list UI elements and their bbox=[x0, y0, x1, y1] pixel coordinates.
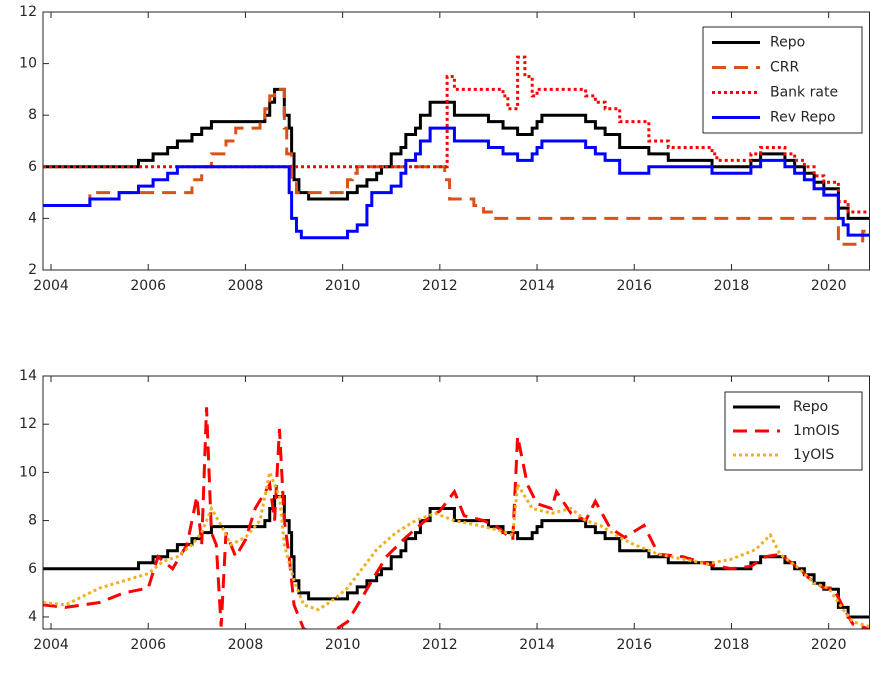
x-tick-label: 2004 bbox=[33, 278, 69, 294]
axes: 2 4 6 8 10 12 2004 2006 2008 2010 2012 2014 2016 2018… bbox=[19, 4, 870, 294]
y-tick-label: 12 bbox=[19, 416, 37, 432]
x-tick-label: 2016 bbox=[616, 637, 652, 653]
y-tick-label: 4 bbox=[28, 210, 37, 226]
y-tick-label: 10 bbox=[19, 56, 37, 72]
x-tick-label: 2012 bbox=[422, 637, 458, 653]
axes: 4 6 8 10 12 14 2004 2006 2008 2010 2012 2014 2016 201… bbox=[19, 368, 870, 653]
y-tick-label: 10 bbox=[19, 464, 37, 480]
series-line bbox=[43, 126, 870, 240]
series-line bbox=[43, 467, 870, 629]
x-tick-label: 2006 bbox=[130, 637, 166, 653]
x-tick-label: 2010 bbox=[325, 637, 361, 653]
legend-label: Repo bbox=[770, 35, 805, 51]
x-tick-label: 2006 bbox=[130, 278, 166, 294]
x-tick-label: 2008 bbox=[228, 278, 264, 294]
legend-box bbox=[702, 26, 863, 134]
x-tick-label: 2016 bbox=[616, 278, 652, 294]
x-tick-label: 2018 bbox=[714, 278, 750, 294]
x-tick-label: 2020 bbox=[811, 637, 847, 653]
plot-lines bbox=[43, 55, 870, 246]
x-tick-label: 2008 bbox=[228, 637, 264, 653]
legend-label: 1mOIS bbox=[793, 423, 840, 439]
series-line bbox=[43, 407, 870, 629]
y-tick-label: 8 bbox=[28, 107, 37, 123]
x-tick-label: 2012 bbox=[422, 278, 458, 294]
legend-box bbox=[724, 391, 863, 471]
y-tick-label: 2 bbox=[28, 262, 37, 278]
y-tick-label: 6 bbox=[28, 159, 37, 175]
y-tick-label: 8 bbox=[28, 513, 37, 529]
series-line bbox=[43, 494, 870, 619]
x-tick-label: 2018 bbox=[714, 637, 750, 653]
y-tick-label: 6 bbox=[28, 561, 37, 577]
y-tick-label: 4 bbox=[28, 609, 37, 625]
legend-label: Bank rate bbox=[770, 85, 838, 101]
legend-label: CRR bbox=[770, 60, 800, 76]
legend-label: Repo bbox=[793, 399, 828, 415]
x-tick-label: 2010 bbox=[325, 278, 361, 294]
series-line bbox=[43, 55, 870, 214]
plot-lines bbox=[43, 407, 870, 629]
series-line bbox=[43, 87, 870, 220]
series-line bbox=[43, 87, 870, 246]
y-tick-label: 14 bbox=[19, 368, 37, 384]
x-tick-label: 2004 bbox=[33, 637, 69, 653]
x-tick-label: 2014 bbox=[519, 637, 555, 653]
legend-label: 1yOIS bbox=[793, 447, 834, 463]
x-tick-label: 2020 bbox=[811, 278, 847, 294]
legend-label: Rev Repo bbox=[770, 110, 836, 126]
y-tick-label: 12 bbox=[19, 4, 37, 20]
x-tick-label: 2014 bbox=[519, 278, 555, 294]
